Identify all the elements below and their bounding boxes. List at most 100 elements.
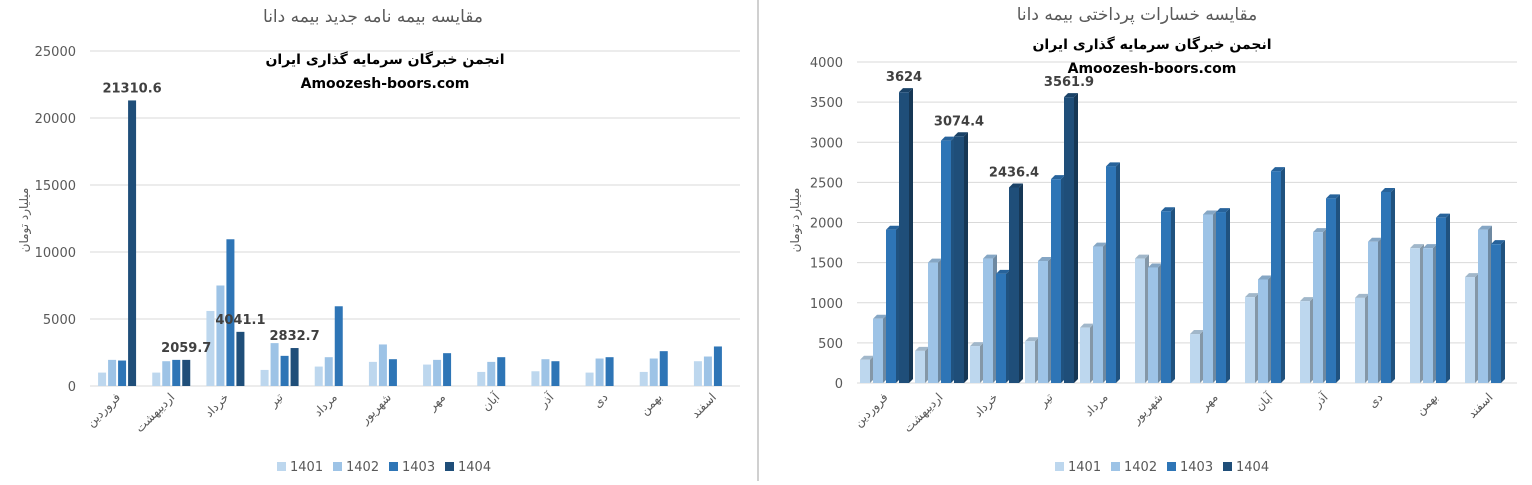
bar — [595, 358, 604, 386]
bar — [899, 92, 909, 383]
bar — [1271, 171, 1281, 383]
bar-top — [1436, 213, 1450, 218]
bar — [541, 359, 550, 386]
legend-label: 1402 — [1124, 460, 1157, 475]
bar — [860, 359, 870, 383]
bar — [1009, 187, 1019, 383]
bar-side — [1281, 167, 1285, 383]
bar-top — [1093, 242, 1107, 247]
bar-top — [1410, 244, 1424, 249]
legend: 1401 1402 1403 1404 — [1055, 460, 1269, 475]
bar — [1381, 192, 1391, 383]
bar — [1423, 248, 1433, 383]
data-label: 2059.7 — [161, 341, 211, 356]
bar — [970, 346, 980, 383]
bar — [703, 356, 712, 386]
bar-top — [1478, 225, 1492, 230]
x-tick-label: دی — [590, 390, 610, 410]
bar-top — [1326, 194, 1340, 199]
bar — [388, 359, 397, 386]
bar — [1478, 229, 1488, 383]
bar-side — [1226, 208, 1230, 383]
bar-top — [1258, 275, 1272, 280]
x-tick-label: اسفند — [1465, 390, 1496, 421]
bar — [639, 371, 648, 386]
legend-swatch — [389, 462, 398, 471]
legend-swatch — [333, 462, 342, 471]
x-tick-label: آذر — [1309, 389, 1332, 412]
bar-side — [1074, 93, 1078, 383]
bar — [423, 364, 432, 386]
y-tick-label: 2000 — [810, 217, 843, 232]
y-tick-label: 3000 — [810, 136, 843, 151]
y-tick-label: 3500 — [810, 96, 843, 111]
bar — [1300, 301, 1310, 383]
bar — [1161, 211, 1171, 383]
legend-label: 1401 — [1068, 460, 1101, 475]
legend-label: 1403 — [402, 460, 435, 475]
x-tick-label: شهریور — [1128, 390, 1166, 428]
y-tick-label: 1000 — [810, 297, 843, 312]
y-tick-label: 20000 — [35, 112, 76, 127]
bar — [226, 239, 235, 386]
bar-top — [1038, 257, 1052, 262]
x-tick-label: دی — [1365, 390, 1385, 410]
bar — [1245, 297, 1255, 383]
bar — [585, 372, 594, 386]
bar — [1258, 279, 1268, 383]
chart-title: مقایسه بیمه نامه جدید بیمه دانا — [263, 7, 483, 27]
bar-top — [1009, 183, 1023, 188]
bar — [1436, 217, 1446, 383]
legend-label: 1404 — [458, 460, 491, 475]
bar-top — [1203, 210, 1217, 215]
x-tick-label: اردیبهشت — [901, 390, 947, 436]
bar-top — [1190, 330, 1204, 335]
x-tick-label: مهر — [1197, 390, 1221, 414]
legend-swatch — [445, 462, 454, 471]
bar — [162, 361, 171, 386]
x-tick-label: مرداد — [311, 390, 341, 420]
y-tick-label: 500 — [818, 337, 843, 352]
bar — [531, 371, 540, 386]
watermark-line-1: انجمن خبرگان سرمایه گذاری ایران — [1032, 36, 1271, 53]
bar-top — [1491, 240, 1505, 245]
x-tick-label: بهمن — [637, 390, 665, 418]
data-label: 4041.1 — [215, 313, 265, 328]
y-tick-label: 0 — [68, 380, 76, 395]
bar-top — [915, 346, 929, 351]
bar — [1190, 334, 1200, 383]
y-tick-label: 15000 — [35, 179, 76, 194]
new-policies-chart: مقایسه بیمه نامه جدید بیمه دانا میلیارد ت… — [0, 0, 757, 481]
x-tick-label: آبان — [478, 389, 503, 414]
bar-top — [860, 355, 874, 360]
bar-top — [873, 314, 887, 319]
legend-swatch — [1223, 462, 1232, 471]
bar-top — [1161, 207, 1175, 212]
y-axis-label: میلیارد تومان — [788, 188, 803, 253]
watermark-line-1: انجمن خبرگان سرمایه گذاری ایران — [265, 51, 504, 68]
bar — [108, 359, 117, 386]
bar — [928, 262, 938, 383]
bar — [1064, 97, 1074, 383]
bar-top — [899, 88, 913, 93]
legend-label: 1403 — [1180, 460, 1213, 475]
x-tick-label: مرداد — [1082, 390, 1112, 420]
bar-side — [1116, 162, 1120, 383]
bar — [378, 344, 387, 386]
bar — [433, 359, 442, 386]
bar — [983, 258, 993, 383]
bar-top — [1465, 273, 1479, 278]
bar-top — [1064, 93, 1078, 98]
bar — [1148, 267, 1158, 383]
bar-side — [1336, 194, 1340, 383]
data-label: 3074.4 — [934, 114, 984, 129]
bar-top — [1423, 244, 1437, 249]
data-label: 2436.4 — [989, 165, 1039, 180]
bar-side — [1501, 240, 1505, 383]
bar — [118, 360, 127, 386]
y-tick-label: 25000 — [35, 45, 76, 60]
bar-top — [1355, 293, 1369, 298]
bar — [1313, 232, 1323, 383]
x-tick-label: اردیبهشت — [133, 390, 179, 436]
bar — [368, 361, 377, 386]
